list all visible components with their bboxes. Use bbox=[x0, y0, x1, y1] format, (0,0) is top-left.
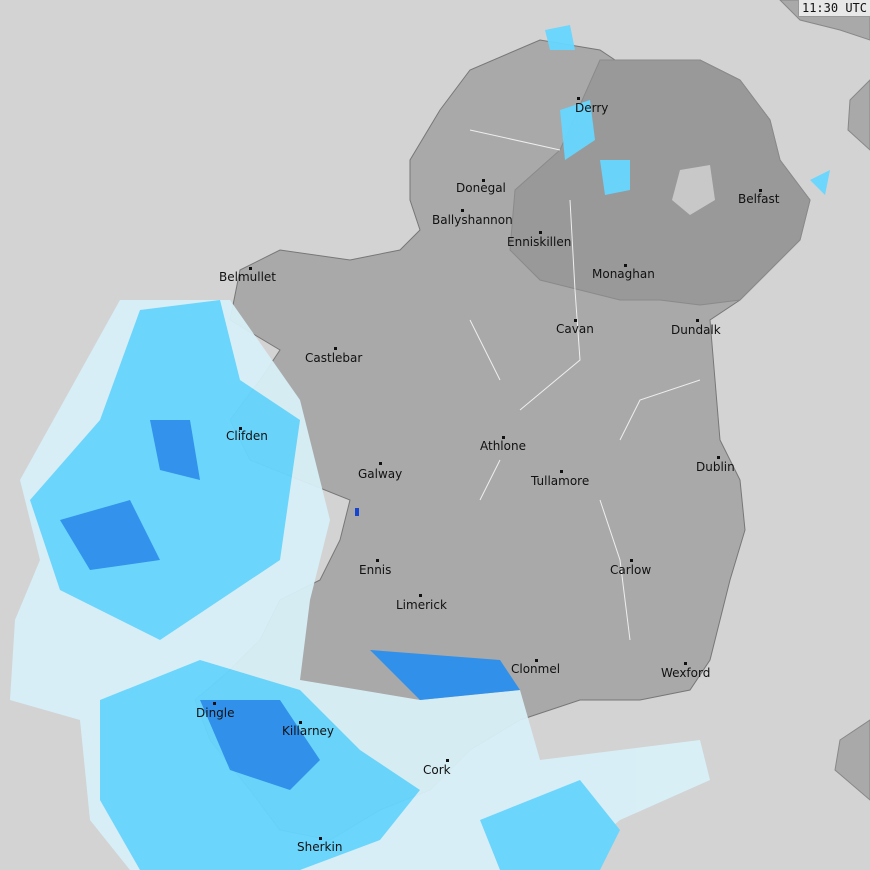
rivers bbox=[469, 129, 701, 641]
city-dot bbox=[502, 436, 505, 439]
timestamp: 11:30 UTC bbox=[797, 0, 870, 17]
city-label-belfast: Belfast bbox=[738, 192, 780, 206]
city-dot bbox=[684, 662, 687, 665]
city-dot bbox=[535, 659, 538, 662]
city-label-enniskillen: Enniskillen bbox=[507, 235, 572, 249]
city-dot bbox=[334, 347, 337, 350]
city-dot bbox=[574, 319, 577, 322]
city-dot bbox=[379, 462, 382, 465]
city-label-tullamore: Tullamore bbox=[531, 474, 590, 488]
city-label-monaghan: Monaghan bbox=[592, 267, 655, 281]
city-label-athlone: Athlone bbox=[480, 439, 526, 453]
city-dot bbox=[624, 264, 627, 267]
city-dot bbox=[213, 702, 216, 705]
city-label-limerick: Limerick bbox=[396, 598, 447, 612]
rain-heavy-area bbox=[60, 420, 520, 790]
radar-precipitation bbox=[10, 25, 830, 870]
city-label-donegal: Donegal bbox=[456, 181, 506, 195]
city-dot bbox=[239, 427, 242, 430]
city-dot bbox=[630, 559, 633, 562]
rain-intense-cell bbox=[355, 508, 359, 516]
city-dot bbox=[446, 759, 449, 762]
city-label-wexford: Wexford bbox=[661, 666, 711, 680]
city-label-killarney: Killarney bbox=[282, 724, 335, 738]
city-label-cork: Cork bbox=[423, 763, 451, 777]
city-label-ballyshannon: Ballyshannon bbox=[432, 213, 513, 227]
city-label-clonmel: Clonmel bbox=[511, 662, 561, 676]
city-label-cavan: Cavan bbox=[556, 322, 594, 336]
city-dot bbox=[577, 97, 580, 100]
city-label-dundalk: Dundalk bbox=[671, 323, 721, 337]
city-label-derry: Derry bbox=[575, 101, 609, 115]
city-label-dublin: Dublin bbox=[696, 460, 735, 474]
wales-landmass bbox=[834, 719, 870, 801]
scotland-islands bbox=[847, 79, 870, 151]
city-label-carlow: Carlow bbox=[610, 563, 652, 577]
city-label-sherkin: Sherkin bbox=[297, 840, 343, 854]
city-label-ennis: Ennis bbox=[359, 563, 392, 577]
city-label-castlebar: Castlebar bbox=[305, 351, 363, 365]
city-dot bbox=[319, 837, 322, 840]
lough-neagh bbox=[672, 165, 715, 215]
rain-moderate-sea bbox=[480, 780, 620, 870]
city-label-belmullet: Belmullet bbox=[219, 270, 276, 284]
city-dot bbox=[376, 559, 379, 562]
city-dot bbox=[696, 319, 699, 322]
city-dot bbox=[759, 189, 762, 192]
city-label-dingle: Dingle bbox=[196, 706, 235, 720]
land bbox=[194, 0, 870, 841]
city-dot bbox=[461, 209, 464, 212]
city-dot bbox=[717, 456, 720, 459]
city-label-clifden: Clifden bbox=[226, 429, 268, 443]
city-dot bbox=[299, 721, 302, 724]
city-dot bbox=[419, 594, 422, 597]
city-dot bbox=[249, 267, 252, 270]
city-dot bbox=[539, 231, 542, 234]
city-label-galway: Galway bbox=[358, 467, 403, 481]
city-dot bbox=[482, 179, 485, 182]
city-dot bbox=[560, 470, 563, 473]
